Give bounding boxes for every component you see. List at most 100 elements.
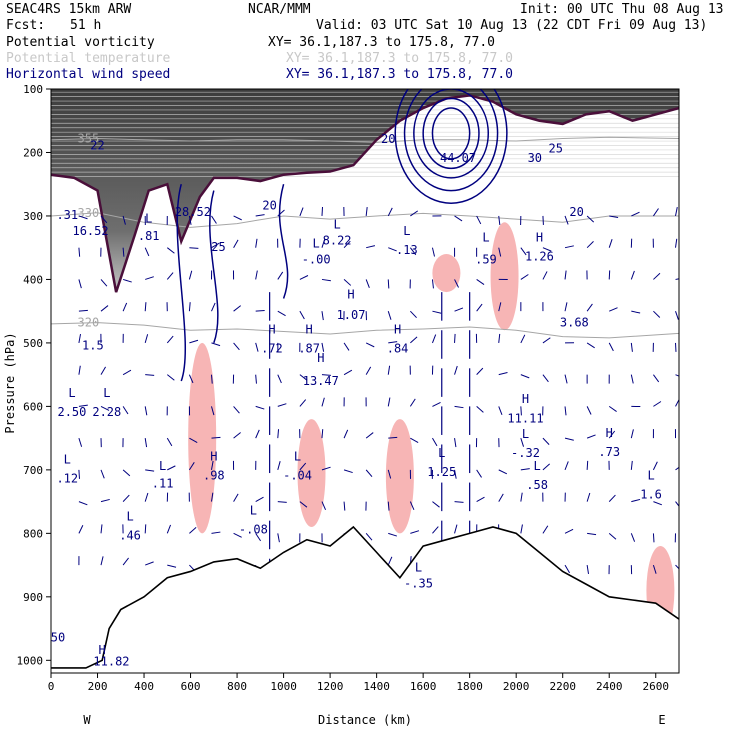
field-annotation: H bbox=[317, 351, 324, 365]
wind-vector bbox=[498, 333, 501, 343]
field-annotation: 13.47 bbox=[303, 374, 339, 388]
field-annotation: .87 bbox=[298, 341, 320, 355]
wind-vector bbox=[100, 366, 107, 375]
wind-vector bbox=[587, 532, 597, 536]
field-annotation: 20 bbox=[569, 205, 583, 219]
wind-vector bbox=[277, 209, 285, 217]
wind-vector bbox=[432, 401, 441, 407]
wind-vector bbox=[608, 239, 613, 248]
field-annotation: .11 bbox=[152, 477, 174, 491]
wind-vector bbox=[652, 564, 657, 574]
field-annotation: 1.25 bbox=[427, 465, 456, 479]
wind-vector bbox=[520, 437, 525, 447]
wind-vector bbox=[675, 374, 679, 377]
field-annotation: H bbox=[210, 449, 217, 463]
field-annotation: L bbox=[415, 560, 422, 574]
y-tick-label: 700 bbox=[23, 464, 43, 477]
wind-vector bbox=[78, 469, 80, 479]
legend-theta-name: Potential temperature bbox=[6, 51, 171, 66]
x-tick-label: 1000 bbox=[270, 680, 297, 693]
wind-vector bbox=[365, 366, 372, 375]
wind-vector bbox=[100, 305, 109, 312]
wind-vector bbox=[542, 374, 549, 383]
wind-vector bbox=[211, 242, 220, 249]
wind-vector bbox=[321, 342, 325, 352]
wind-vector bbox=[498, 215, 501, 225]
field-annotation: 16.52 bbox=[72, 224, 108, 238]
y-tick-label: 200 bbox=[23, 146, 43, 159]
wind-vector bbox=[432, 526, 439, 534]
wind-vector bbox=[387, 397, 391, 407]
terrain bbox=[51, 525, 679, 673]
wind-vector bbox=[188, 215, 192, 225]
field-annotation: L bbox=[313, 237, 320, 251]
shaded-region bbox=[188, 342, 217, 534]
field-annotation: .98 bbox=[203, 468, 225, 482]
wind-vector bbox=[365, 206, 368, 217]
wind-vector bbox=[410, 210, 419, 217]
wind-vector bbox=[210, 374, 213, 384]
wind-vector bbox=[321, 311, 324, 321]
wind-vector bbox=[233, 406, 240, 414]
wind-vector bbox=[365, 342, 375, 348]
wind-vector bbox=[476, 406, 484, 413]
field-annotation: 11.11 bbox=[507, 411, 543, 425]
wind-vector bbox=[78, 437, 83, 447]
east-label: E bbox=[658, 713, 665, 727]
wind-vector bbox=[609, 215, 619, 218]
field-annotation: .84 bbox=[387, 341, 409, 355]
wind-vector bbox=[520, 492, 523, 502]
wind-vector bbox=[211, 302, 216, 312]
field-annotation: L bbox=[438, 446, 445, 460]
wind-vector bbox=[564, 302, 568, 312]
wind-vector bbox=[343, 429, 349, 439]
field-annotation: L bbox=[482, 230, 489, 244]
wind-vector bbox=[144, 524, 147, 534]
wind-vector bbox=[78, 333, 82, 344]
wind-vector bbox=[189, 527, 197, 534]
field-annotation: H bbox=[536, 230, 543, 244]
x-tick-label: 2000 bbox=[503, 680, 530, 693]
field-annotation: -.04 bbox=[283, 468, 312, 482]
wind-vector bbox=[586, 240, 594, 249]
wind-vector bbox=[255, 310, 265, 312]
field-annotation: L bbox=[294, 449, 301, 463]
axes: 0 200 400 600 800 1000 1200 1400 1600 1800 2000 220… bbox=[17, 83, 669, 693]
y-tick-label: 1000 bbox=[17, 654, 44, 667]
wind-vector bbox=[431, 334, 437, 344]
wind-vector bbox=[608, 430, 616, 439]
wind-vector bbox=[609, 307, 618, 312]
terrain-fill bbox=[51, 527, 679, 673]
field-annotation: .72 bbox=[261, 341, 283, 355]
wind-vector bbox=[498, 372, 508, 376]
wind-vector bbox=[630, 460, 633, 470]
fcst-label: Fcst: bbox=[6, 18, 45, 33]
wind-vector bbox=[630, 270, 635, 280]
init-time: Init: 00 UTC Thu 08 Aug 13 bbox=[520, 2, 724, 17]
field-annotation: 22 bbox=[90, 138, 104, 152]
wind-vector bbox=[343, 469, 353, 474]
field-annotation: 1.6 bbox=[640, 487, 662, 501]
x-tick-label: 1400 bbox=[363, 680, 390, 693]
field-annotation: H bbox=[522, 392, 529, 406]
wind-vector bbox=[675, 238, 678, 248]
field-annotation: 25 bbox=[548, 141, 562, 155]
wind-vector bbox=[255, 238, 258, 248]
wind-vector bbox=[431, 279, 434, 289]
wind-vector bbox=[431, 247, 435, 257]
wind-vector bbox=[188, 374, 194, 384]
wind-vector bbox=[653, 501, 663, 506]
theta-contour-label: 330 bbox=[78, 206, 100, 220]
wind-vector bbox=[210, 492, 214, 502]
wind-vector bbox=[100, 469, 105, 479]
field-annotation: 1.5 bbox=[82, 338, 104, 352]
wind-vector bbox=[564, 461, 569, 471]
theta-contour bbox=[51, 212, 679, 228]
x-tick-label: 1600 bbox=[410, 680, 437, 693]
wind-vector bbox=[520, 524, 523, 534]
theta-contours: 320 330 355 bbox=[51, 132, 679, 339]
wind-speed-contour bbox=[209, 190, 219, 344]
field-annotation: H bbox=[268, 322, 275, 336]
field-annotation: 11.82 bbox=[93, 654, 129, 668]
wind-vector bbox=[233, 239, 239, 248]
